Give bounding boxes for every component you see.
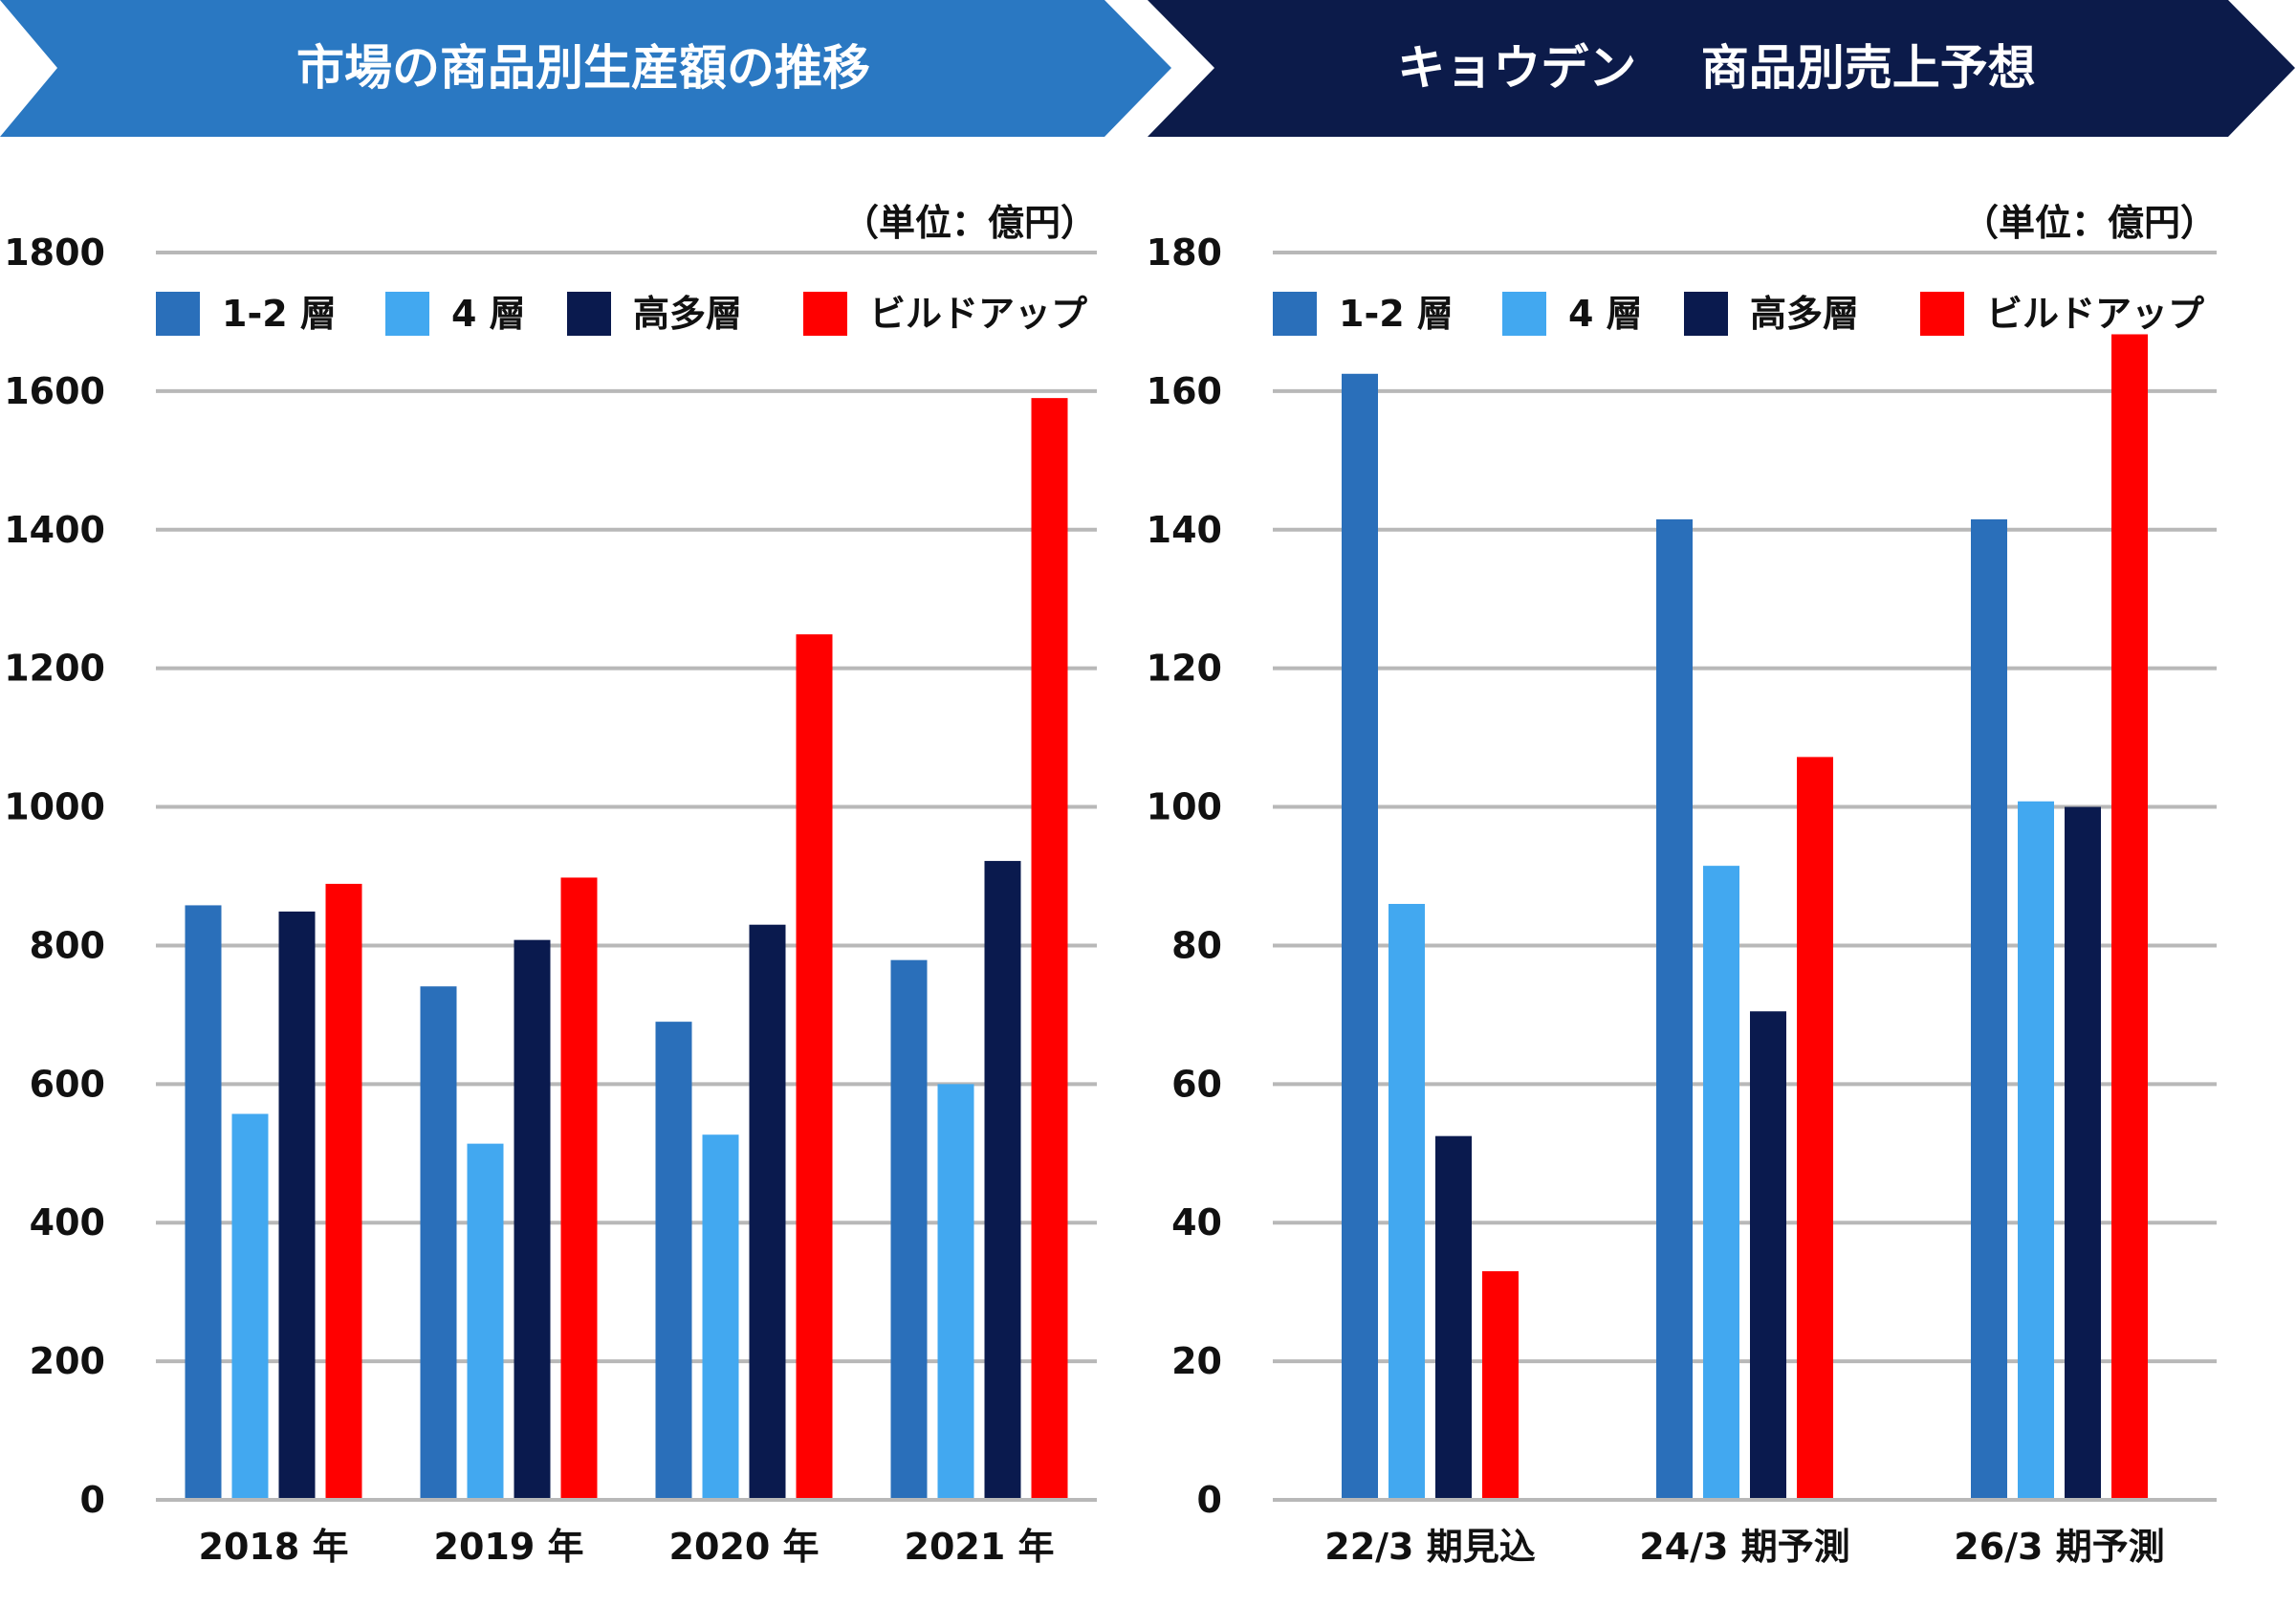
legend-swatch [385,292,429,336]
y-tick-label: 1200 [4,648,105,690]
bar [655,1022,692,1500]
bar [278,911,316,1500]
bar [2018,801,2054,1500]
legend-swatch [1684,292,1728,336]
left-banner-title: 市場の商品別生産額の推移 [296,40,870,96]
bar [1435,1135,1472,1500]
y-tick-label: 80 [1171,924,1222,966]
right-chart-banner: キョウデン 商品別売上予想 [1148,0,2296,137]
category-label: 22/3 期見込 [1324,1526,1535,1568]
unit-label: （単位：億円） [842,202,1097,244]
category-label: 2019 年 [434,1526,584,1568]
y-tick-label: 800 [30,924,105,966]
category-label: 26/3 期予測 [1954,1526,2164,1568]
bar [1703,866,1739,1500]
y-tick-label: 100 [1148,786,1222,828]
bar [420,986,457,1500]
right-banner-shape [1148,0,2295,137]
market-production-chart: 0 200 400 600 800 1000 1200 1400 1600 1800 （単位：億円）… [0,137,1148,1607]
y-tick-label: 180 [1148,231,1222,274]
y-tick-label: 200 [30,1340,105,1382]
y-tick-label: 40 [1171,1201,1222,1244]
legend-swatch [803,292,847,336]
legend-label: ビルドアップ [1986,293,2204,335]
bar [2065,806,2101,1500]
y-tick-label: 1400 [4,509,105,551]
y-tick-label: 140 [1148,509,1222,551]
market-production-chart-svg: 0 200 400 600 800 1000 1200 1400 1600 1800 （単位：億円）… [4,202,1097,1568]
legend-label: 4 層 [451,293,526,335]
unit-label: （単位：億円） [1962,202,2217,244]
bar [325,883,362,1500]
kyoden-sales-chart-svg: 0 20 40 60 80 100 120 140 160 180 （単位：億円） 1-2 層 4 層 高… [1148,202,2217,1568]
y-tick-label: 160 [1148,370,1222,412]
bar [231,1113,269,1500]
bar [984,861,1021,1500]
bar [467,1143,504,1500]
legend-swatch [1273,292,1317,336]
legend-swatch [1920,292,1964,336]
bar [749,924,786,1500]
legend-swatch [1502,292,1546,336]
bar [1797,757,1833,1500]
category-label: 24/3 期予測 [1639,1526,1849,1568]
bar [937,1084,974,1500]
bar [2111,334,2148,1501]
bar [1342,373,1378,1500]
legend-label: 高多層 [1750,293,1859,335]
y-tick-label: 120 [1148,648,1222,690]
bar [1482,1270,1519,1500]
bar [560,877,598,1500]
y-tick-label: 1600 [4,370,105,412]
legend-label: 4 層 [1568,293,1643,335]
y-tick-label: 0 [80,1479,105,1521]
y-tick-label: 0 [1197,1479,1222,1521]
bar [1750,1011,1786,1500]
kyoden-sales-chart: 0 20 40 60 80 100 120 140 160 180 （単位：億円） 1-2 層 4 層 高… [1148,137,2296,1607]
bar [1031,398,1068,1501]
category-label: 2018 年 [199,1526,349,1568]
category-label: 2021 年 [905,1526,1055,1568]
bar [1389,903,1425,1500]
left-banner-shape [0,0,1171,137]
legend-label: ビルドアップ [869,293,1087,335]
left-chart-banner: 市場の商品別生産額の推移 [0,0,1176,137]
bar [702,1134,739,1500]
bar [1971,518,2007,1500]
y-tick-label: 400 [30,1201,105,1244]
legend-label: 高多層 [633,293,742,335]
right-banner-title: キョウデン 商品別売上予想 [1397,40,2036,96]
legend-swatch [567,292,611,336]
bar [890,959,928,1500]
legend-label: 1-2 層 [222,293,337,335]
y-tick-label: 1000 [4,786,105,828]
bar [185,905,222,1500]
legend-swatch [156,292,200,336]
legend-label: 1-2 層 [1339,293,1454,335]
bar [1656,518,1693,1500]
bar [514,939,551,1500]
y-tick-label: 60 [1171,1063,1222,1105]
category-label: 2020 年 [669,1526,820,1568]
y-tick-label: 1800 [4,231,105,274]
bar [796,634,833,1500]
y-tick-label: 20 [1171,1340,1222,1382]
y-tick-label: 600 [30,1063,105,1105]
